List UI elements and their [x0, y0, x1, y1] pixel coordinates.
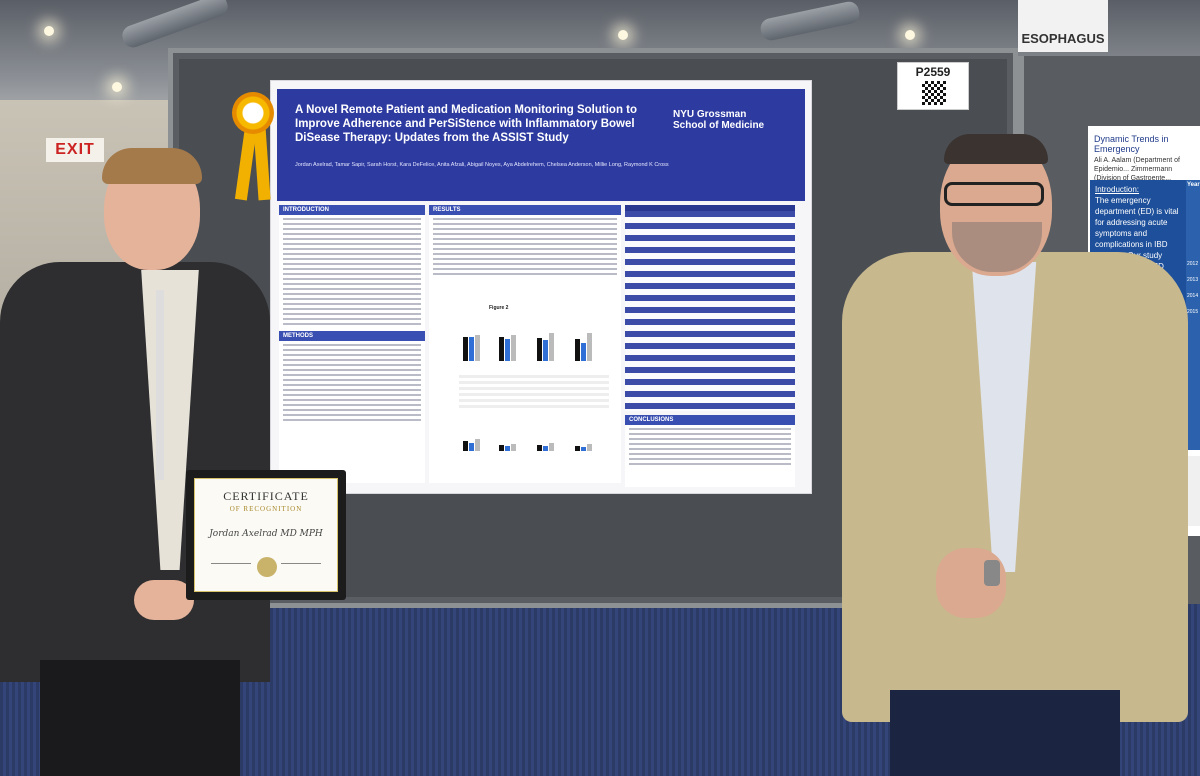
adjacent-year-column: Year 2012 2013 2014 2015: [1186, 180, 1200, 450]
certificate-frame: CERTIFICATE OF RECOGNITION Jordan Axelra…: [186, 470, 346, 600]
figure-bar: [505, 446, 510, 451]
lanyard: [156, 290, 164, 480]
figure-bar: [575, 446, 580, 451]
conclusions-heading: CONCLUSIONS: [625, 415, 795, 425]
results-bar-figure: [459, 315, 609, 361]
poster-conclusions: CONCLUSIONS: [625, 415, 795, 487]
demographics-table-header: [625, 205, 795, 213]
figure-bar: [543, 340, 548, 361]
hair-left: [102, 148, 202, 184]
introduction-heading: INTRODUCTION: [279, 205, 425, 215]
signature-line: [281, 563, 321, 564]
results-heading: RESULTS: [429, 205, 621, 215]
seal-icon: [257, 557, 277, 577]
wristwatch-icon: [984, 560, 1000, 586]
adjacent-poster-title: Dynamic Trends in Emergency: [1094, 134, 1169, 154]
figure-bar: [575, 339, 580, 361]
results-bar-figure-2: [459, 419, 609, 451]
exit-sign: EXIT: [46, 138, 104, 162]
figure-bar: [469, 443, 474, 451]
year-header: Year: [1187, 182, 1200, 188]
year-label: 2014: [1187, 293, 1199, 299]
figure-bar: [463, 337, 468, 361]
figure-bar: [469, 337, 474, 361]
research-poster: A Novel Remote Patient and Medication Mo…: [270, 80, 812, 494]
figure-bar: [587, 444, 592, 451]
figure-bar: [549, 443, 554, 451]
figure-bar: [463, 441, 468, 451]
ceiling-light: [618, 30, 628, 40]
section-sign: ESOPHAGUS: [1018, 0, 1108, 52]
figure-bar: [499, 337, 504, 361]
figure-bar: [511, 444, 516, 451]
poster-title: A Novel Remote Patient and Medication Mo…: [295, 104, 638, 144]
figure-bar: [537, 338, 542, 361]
figure-bar: [537, 445, 542, 451]
award-rosette-icon: [232, 92, 274, 134]
ceiling-light: [112, 82, 122, 92]
adjacent-intro-heading: Introduction:: [1095, 185, 1140, 194]
figure-bar: [581, 447, 586, 451]
navy-trousers: [890, 690, 1120, 776]
ceiling-light: [44, 26, 54, 36]
institution-logo: NYU Grossman School of Medicine: [673, 109, 765, 131]
figure-bar: [549, 333, 554, 361]
hair-right: [944, 134, 1048, 164]
dark-trousers: [40, 660, 240, 776]
results-data-table: [459, 375, 609, 411]
figure-bar: [475, 335, 480, 361]
year-label: 2012: [1187, 261, 1199, 267]
eyeglasses-icon: [944, 182, 1044, 206]
figure-bar: [581, 343, 586, 361]
poster-results-column: RESULTS Figure 2: [429, 205, 621, 483]
certificate-recipient: Jordan Axelrad MD MPH: [209, 529, 323, 539]
figure-label: Figure 2: [489, 305, 509, 311]
figure-bar: [543, 446, 548, 451]
adjacent-poster-footer: [1186, 456, 1200, 526]
hand-left: [134, 580, 194, 620]
certificate-subtitle: OF RECOGNITION: [229, 505, 303, 513]
certificate: CERTIFICATE OF RECOGNITION Jordan Axelra…: [194, 478, 338, 592]
demographics-table: [625, 211, 795, 411]
ceiling-light: [905, 30, 915, 40]
signature-line: [211, 563, 251, 564]
board-number-placard: P2559: [897, 62, 969, 110]
methods-heading: METHODS: [279, 331, 425, 341]
figure-bar: [505, 339, 510, 361]
adjacent-poster-authors: Ali A. Aalam (Department of Epidemio... …: [1094, 157, 1180, 182]
certificate-title: CERTIFICATE: [223, 489, 309, 503]
figure-bar: [475, 439, 480, 451]
figure-bar: [511, 335, 516, 361]
poster-header: A Novel Remote Patient and Medication Mo…: [277, 89, 805, 201]
year-label: 2013: [1187, 277, 1199, 283]
poster-authors: Jordan Axelrad, Tamar Sapir, Sarah Horst…: [295, 162, 669, 168]
board-number: P2559: [915, 65, 951, 79]
poster-left-column: INTRODUCTION METHODS: [279, 205, 425, 483]
year-label: 2015: [1187, 309, 1199, 315]
figure-bar: [499, 445, 504, 451]
qr-code-icon: [922, 81, 946, 105]
figure-bar: [587, 333, 592, 361]
